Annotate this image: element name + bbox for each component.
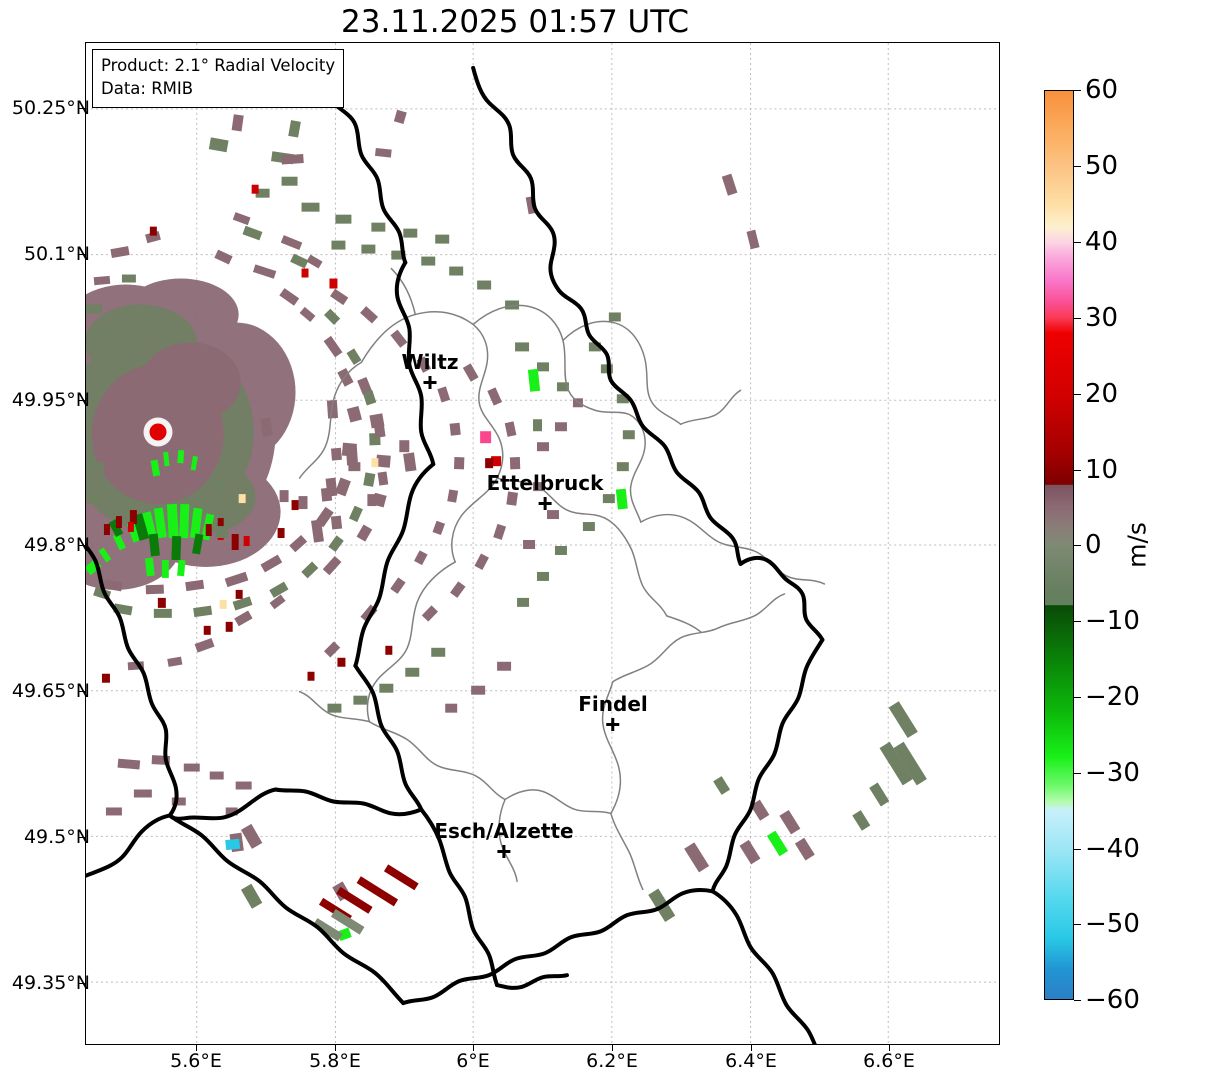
cbar-tick-m30: [1074, 773, 1081, 774]
xtick-label-3: 6.2°E: [586, 1050, 638, 1072]
xtick-label-5: 6.6°E: [863, 1050, 915, 1072]
city-marker-cross: [538, 497, 552, 510]
ytick-mark-0: [79, 108, 85, 109]
cbar-tick-30: [1074, 318, 1081, 319]
colorbar-unit-label: m/s: [1122, 522, 1152, 568]
ytick-mark-6: [79, 983, 85, 984]
page-title: 23.11.2025 01:57 UTC: [341, 4, 689, 40]
city-label-findel: Findel: [578, 694, 648, 731]
cbar-label-30: 30: [1085, 303, 1119, 333]
xtick-mark-1: [335, 1045, 336, 1051]
city-marker-cross: [497, 845, 511, 858]
cbar-label-m60: −60: [1085, 985, 1140, 1015]
xtick-mark-0: [196, 1045, 197, 1051]
ytick-mark-2: [79, 400, 85, 401]
cbar-tick-m20: [1074, 697, 1081, 698]
city-name: Wiltz: [401, 350, 459, 374]
city-label-esch-alzette: Esch/Alzette: [434, 819, 574, 858]
cbar-label-m30: −30: [1085, 758, 1140, 788]
product-info-box: Product: 2.1° Radial Velocity Data: RMIB: [92, 49, 345, 108]
xtick-label-1: 5.8°E: [309, 1050, 361, 1072]
cbar-tick-10: [1074, 470, 1081, 471]
cbar-label-40: 40: [1085, 227, 1119, 257]
ytick-mark-3: [79, 545, 85, 546]
ytick-mark-5: [79, 837, 85, 838]
radar-echo-clutter: [86, 77, 635, 816]
cbar-tick-20: [1074, 394, 1081, 395]
city-name: Findel: [578, 692, 648, 716]
map-svg: [86, 43, 999, 1044]
cbar-tick-40: [1074, 242, 1081, 243]
ytick-label-2: 49.95°N: [11, 389, 90, 411]
cbar-label-m20: −20: [1085, 682, 1140, 712]
xtick-label-2: 6°E: [456, 1050, 490, 1072]
ytick-label-0: 50.25°N: [11, 97, 90, 119]
ytick-label-6: 49.35°N: [11, 972, 90, 994]
info-data-line: Data: RMIB: [101, 78, 194, 98]
ytick-label-1: 50.1°N: [23, 243, 90, 265]
cbar-label-0: 0: [1085, 530, 1102, 560]
colorbar[interactable]: [1044, 90, 1074, 1000]
city-marker-cross: [423, 376, 437, 389]
colorbar-gradient: [1045, 91, 1073, 999]
cbar-tick-m10: [1074, 621, 1081, 622]
cbar-tick-50: [1074, 166, 1081, 167]
cbar-label-50: 50: [1085, 151, 1119, 181]
xtick-mark-5: [889, 1045, 890, 1051]
cbar-label-m10: −10: [1085, 606, 1140, 636]
radar-site-marker[interactable]: [149, 423, 167, 441]
xtick-mark-2: [473, 1045, 474, 1051]
city-label-ettelbruck: Ettelbruck: [486, 471, 604, 510]
ytick-label-5: 49.5°N: [23, 826, 90, 848]
city-name: Ettelbruck: [486, 471, 604, 495]
cbar-label-10: 10: [1085, 455, 1119, 485]
cbar-tick-m60: [1074, 1000, 1081, 1001]
ytick-label-4: 49.65°N: [11, 680, 90, 702]
city-marker-cross: [606, 718, 620, 731]
ytick-label-3: 49.8°N: [23, 534, 90, 556]
cbar-label-60: 60: [1085, 75, 1119, 105]
xtick-label-0: 5.6°E: [170, 1050, 222, 1072]
cbar-label-m50: −50: [1085, 909, 1140, 939]
cbar-label-m40: −40: [1085, 834, 1140, 864]
xtick-label-4: 6.4°E: [725, 1050, 777, 1072]
ytick-mark-1: [79, 254, 85, 255]
canton-boundaries: [298, 267, 826, 891]
radar-echo-cells: [213, 109, 927, 942]
cbar-label-20: 20: [1085, 379, 1119, 409]
city-name: Esch/Alzette: [434, 819, 574, 843]
cbar-tick-0: [1074, 545, 1081, 546]
ytick-mark-4: [79, 691, 85, 692]
info-product-line: Product: 2.1° Radial Velocity: [101, 56, 336, 75]
xtick-mark-3: [612, 1045, 613, 1051]
map-plot-area[interactable]: Wiltz Ettelbruck Findel Esch/Alzette: [85, 42, 1000, 1045]
xtick-mark-4: [751, 1045, 752, 1051]
city-label-wiltz: Wiltz: [401, 350, 459, 389]
cbar-tick-m40: [1074, 849, 1081, 850]
cbar-tick-60: [1074, 90, 1081, 91]
cbar-tick-m50: [1074, 924, 1081, 925]
